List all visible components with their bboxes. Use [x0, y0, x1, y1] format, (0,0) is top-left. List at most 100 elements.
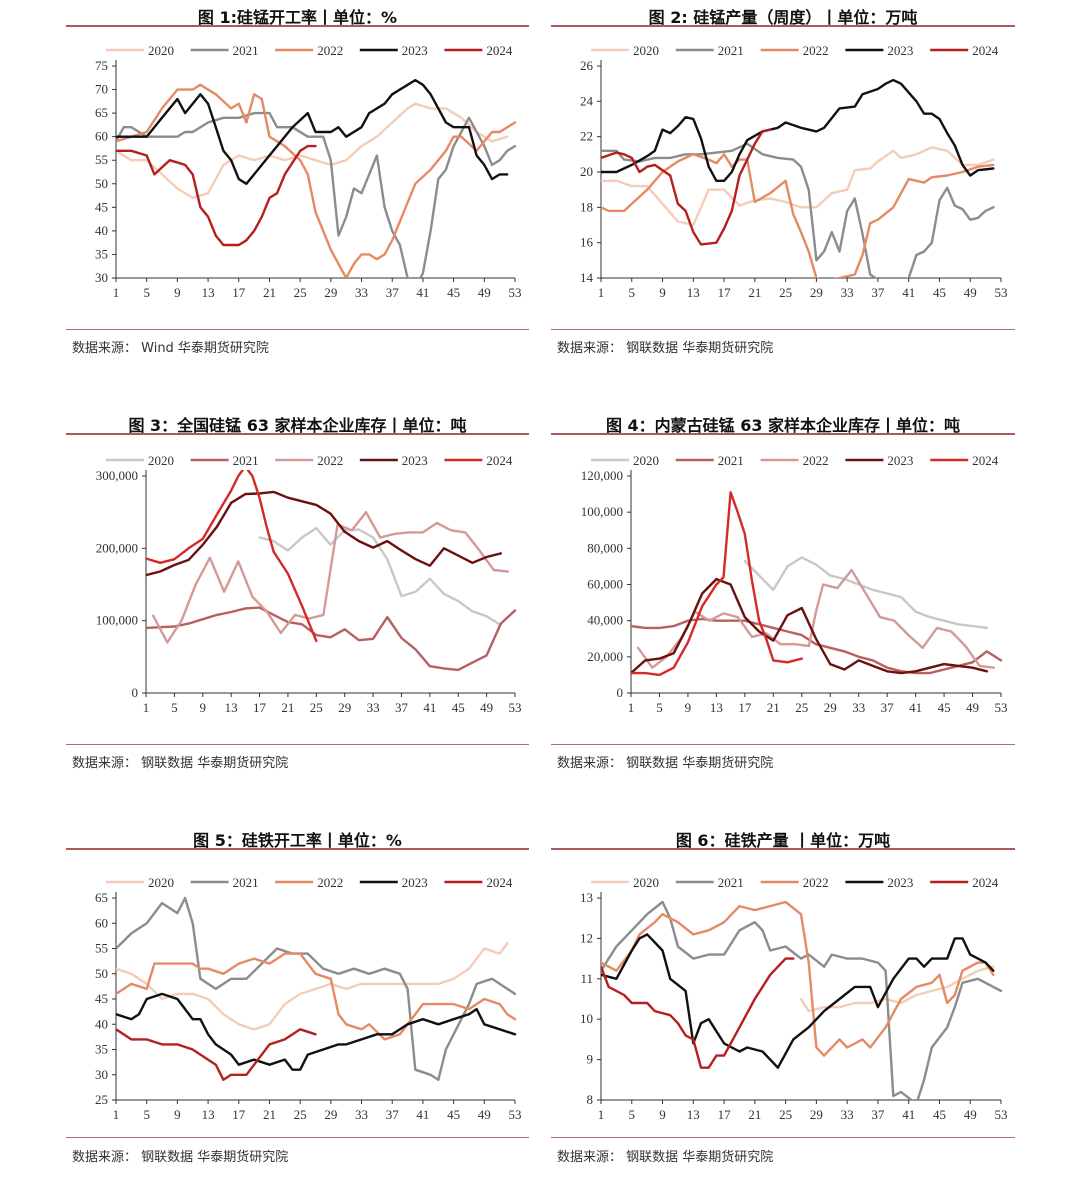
x-tick-label: 5	[143, 1107, 150, 1122]
series-line-2023	[601, 933, 995, 1069]
legend-label: 2021	[233, 453, 259, 468]
title-rule	[551, 848, 1015, 850]
legend-label: 2021	[718, 875, 744, 890]
x-tick-label: 9	[659, 285, 666, 300]
y-tick-label: 30	[95, 270, 108, 285]
x-tick-label: 33	[852, 700, 865, 715]
y-tick-label: 60	[95, 915, 108, 930]
x-tick-label: 25	[779, 285, 792, 300]
x-tick-label: 45	[447, 1107, 460, 1122]
x-tick-label: 9	[174, 1107, 181, 1122]
x-tick-label: 5	[171, 700, 178, 715]
legend: 2020 2021 2022 2023 2024	[106, 453, 513, 468]
footer-rule	[66, 1137, 529, 1138]
y-tick-label: 55	[95, 152, 108, 167]
y-tick-label: 80,000	[587, 540, 623, 555]
legend-label: 2020	[148, 875, 174, 890]
x-tick-label: 1	[628, 700, 635, 715]
title-rule	[66, 848, 529, 850]
y-tick-label: 35	[95, 1042, 108, 1057]
chart-title: 图 6：硅铁产量 丨单位：万吨	[675, 831, 891, 850]
series-line-2020	[743, 556, 988, 630]
y-tick-label: 16	[580, 235, 594, 250]
x-tick-label: 41	[902, 1107, 915, 1122]
legend-label: 2023	[402, 875, 428, 890]
x-tick-label: 53	[995, 1107, 1008, 1122]
x-tick-label: 25	[795, 700, 808, 715]
legend-label: 2021	[233, 43, 259, 58]
series-line-2024	[601, 128, 772, 246]
x-tick-label: 49	[478, 1107, 491, 1122]
series-line-2021	[116, 111, 517, 278]
series-line-2020	[601, 146, 995, 227]
title-rule	[551, 25, 1015, 27]
footer-rule	[551, 329, 1015, 330]
x-tick-label: 13	[202, 1107, 215, 1122]
title-rule	[551, 433, 1015, 435]
x-tick-label: 53	[509, 285, 522, 300]
series-line-2021	[631, 617, 1003, 675]
x-tick-label: 41	[909, 700, 922, 715]
x-tick-label: 45	[933, 285, 946, 300]
chart-panel-6: 图 6：硅铁产量 丨单位：万吨 2020 2021 2022 2023 2024 8 9 10…	[551, 825, 1015, 1185]
legend-label: 2020	[148, 43, 174, 58]
x-tick-label: 29	[324, 285, 337, 300]
x-tick-label: 29	[338, 700, 351, 715]
legend-label: 2021	[718, 43, 744, 58]
x-tick-label: 13	[225, 700, 238, 715]
x-tick-label: 9	[200, 700, 207, 715]
x-tick-label: 45	[933, 1107, 946, 1122]
y-tick-label: 0	[132, 685, 139, 700]
x-tick-label: 53	[995, 700, 1008, 715]
footer-rule	[551, 744, 1015, 745]
y-tick-label: 9	[587, 1052, 594, 1067]
legend-label: 2022	[803, 43, 829, 58]
x-tick-label: 13	[687, 285, 700, 300]
y-tick-label: 100,000	[96, 613, 138, 628]
x-tick-label: 17	[253, 700, 266, 715]
y-tick-label: 200,000	[96, 540, 138, 555]
x-tick-label: 49	[478, 285, 491, 300]
x-tick-label: 53	[509, 700, 522, 715]
y-tick-label: 100,000	[581, 504, 623, 519]
series-line-2020	[116, 102, 509, 200]
y-tick-label: 50	[95, 966, 108, 981]
x-tick-label: 13	[202, 285, 215, 300]
x-tick-label: 21	[767, 700, 780, 715]
x-tick-label: 33	[841, 1107, 854, 1122]
series-line-2021	[601, 142, 995, 278]
x-tick-label: 21	[281, 700, 294, 715]
x-tick-label: 37	[871, 1107, 885, 1122]
x-tick-label: 1	[598, 285, 605, 300]
legend-label: 2022	[317, 43, 343, 58]
legend-label: 2022	[803, 453, 829, 468]
x-tick-label: 53	[995, 285, 1008, 300]
legend: 2020 2021 2022 2023 2024	[106, 43, 513, 58]
x-tick-label: 1	[598, 1107, 605, 1122]
y-tick-label: 8	[587, 1092, 594, 1107]
x-tick-label: 1	[113, 1107, 120, 1122]
y-tick-label: 11	[580, 971, 593, 986]
legend-label: 2024	[972, 43, 999, 58]
title-rule	[66, 433, 529, 435]
legend-label: 2023	[887, 875, 913, 890]
chart-1: 2020 2021 2022 2023 2024 30 35 40 45 50 55 60 65 70 75…	[95, 43, 522, 300]
legend-label: 2024	[972, 875, 999, 890]
series-line-2024	[601, 957, 795, 1069]
y-tick-label: 12	[580, 930, 593, 945]
series-line-2021	[116, 896, 517, 1081]
x-tick-label: 33	[355, 285, 368, 300]
legend-label: 2023	[402, 453, 428, 468]
chart-panel-4: 图 4：内蒙古硅锰 63 家样本企业库存丨单位：吨 2020 2021 2022 20…	[551, 408, 1015, 778]
x-tick-label: 37	[386, 285, 400, 300]
x-tick-label: 13	[710, 700, 723, 715]
y-tick-label: 18	[580, 199, 593, 214]
x-tick-label: 29	[824, 700, 837, 715]
series-line-2024	[631, 491, 803, 677]
y-tick-label: 60,000	[587, 577, 623, 592]
y-tick-label: 26	[580, 58, 594, 73]
legend: 2020 2021 2022 2023 2024	[591, 453, 999, 468]
x-tick-label: 41	[902, 285, 915, 300]
x-tick-label: 25	[294, 1107, 307, 1122]
chart-title: 图 2: 硅锰产量（周度）丨单位：万吨	[648, 8, 918, 27]
